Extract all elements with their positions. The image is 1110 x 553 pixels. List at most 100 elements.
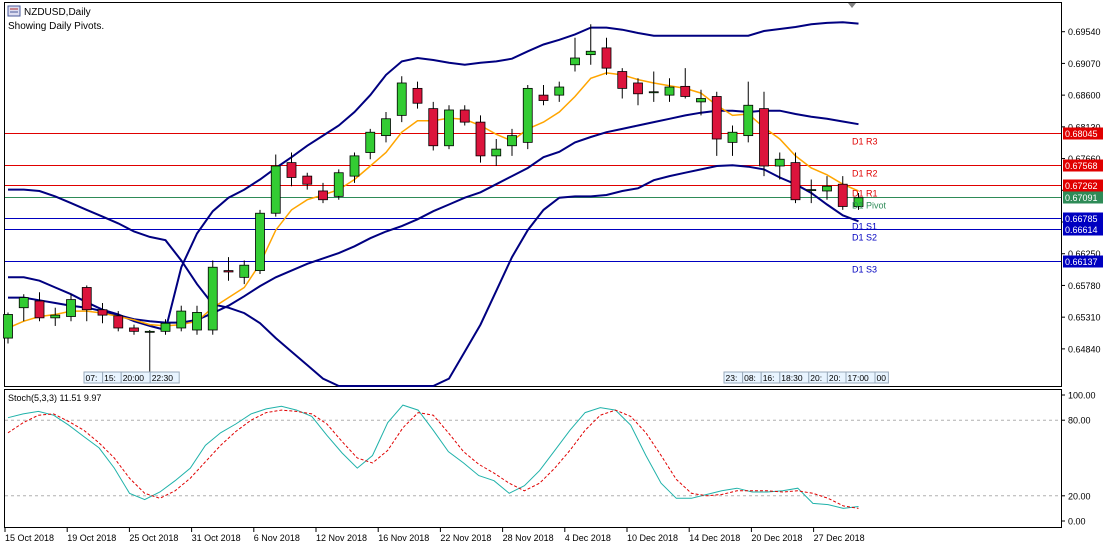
symbol-header: NZDUSD,Daily Showing Daily Pivots. xyxy=(7,5,104,32)
candle-body[interactable] xyxy=(349,155,360,177)
time-axis-label: 6 Nov 2018 xyxy=(254,533,300,543)
candle-body[interactable] xyxy=(18,297,29,309)
price-axis-label: 0.66250 xyxy=(1068,249,1101,259)
candle-body[interactable] xyxy=(774,158,785,167)
stoch-axis-label: 80.00 xyxy=(1068,416,1091,426)
candle-body[interactable] xyxy=(601,47,612,69)
time-axis-label: 19 Oct 2018 xyxy=(67,533,116,543)
session-label: 15: xyxy=(104,373,116,383)
candle-body[interactable] xyxy=(507,135,517,147)
candle-body[interactable] xyxy=(412,87,423,104)
candle-body[interactable] xyxy=(648,91,659,94)
pivot-price-tag xyxy=(1063,223,1103,236)
symbol-icon xyxy=(7,5,21,17)
session-label: 22:30 xyxy=(152,373,174,383)
candle-body[interactable] xyxy=(3,314,13,339)
session-label: 08: xyxy=(744,373,756,383)
pivot-line-label: D1 S3 xyxy=(852,265,877,275)
candle-body[interactable] xyxy=(381,118,391,137)
candle-body[interactable] xyxy=(192,312,202,331)
session-label: 23: xyxy=(726,373,738,383)
candle-body[interactable] xyxy=(444,109,454,147)
candle-body[interactable] xyxy=(491,148,502,157)
pivot-price-tag xyxy=(1063,159,1103,172)
stoch-axis-label: 20.00 xyxy=(1068,491,1091,501)
candle-body[interactable] xyxy=(223,270,234,273)
time-axis-label: 28 Nov 2018 xyxy=(503,533,554,543)
candle-body[interactable] xyxy=(759,108,769,167)
price-axis-label: 0.67660 xyxy=(1068,154,1101,164)
candle-body[interactable] xyxy=(680,85,691,97)
stoch-main-line xyxy=(7,404,859,509)
candle-body[interactable] xyxy=(50,314,61,319)
price-axis-label: 0.68600 xyxy=(1068,91,1101,101)
candle-body[interactable] xyxy=(837,183,848,207)
candle-body[interactable] xyxy=(318,190,328,201)
candle-body[interactable] xyxy=(743,104,754,137)
time-axis-label: 16 Nov 2018 xyxy=(378,533,429,543)
candle-body[interactable] xyxy=(570,57,580,66)
pivot-price-tag-value: 0.67568 xyxy=(1065,161,1098,171)
candle-body[interactable] xyxy=(459,109,470,123)
time-axis-label: 15 Oct 2018 xyxy=(5,533,54,543)
stochastic-label: Stoch(5,3,3) 11.51 9.97 xyxy=(8,393,101,403)
candle-body[interactable] xyxy=(554,86,565,96)
candle-body[interactable] xyxy=(176,310,187,329)
session-label: 20: xyxy=(829,373,841,383)
candle-body[interactable] xyxy=(365,131,376,153)
candle-body[interactable] xyxy=(97,309,108,316)
stochastic-pane[interactable] xyxy=(4,389,1062,528)
candle-body[interactable] xyxy=(113,315,124,329)
candle-body[interactable] xyxy=(633,82,643,95)
candle-body[interactable] xyxy=(160,322,171,332)
session-labels-right: 23: 08: 16: 18:30 20: 20: 17:00 00 xyxy=(723,371,889,384)
pivot-price-tag xyxy=(1063,255,1103,268)
candle-body[interactable] xyxy=(144,330,155,333)
pivot-price-tag xyxy=(1063,191,1103,204)
candle-body[interactable] xyxy=(853,197,864,207)
candle-body[interactable] xyxy=(396,82,407,116)
pivot-price-tag xyxy=(1063,212,1103,225)
price-axis-label: 0.65310 xyxy=(1068,313,1101,323)
time-axis-label: 25 Oct 2018 xyxy=(129,533,178,543)
pivots-subtitle: Showing Daily Pivots. xyxy=(8,21,104,32)
stoch-axis-label: 100.00 xyxy=(1068,391,1096,401)
pivot-line-label: D1 S1 xyxy=(852,222,877,232)
bollinger-lower-line xyxy=(8,164,859,387)
candle-body[interactable] xyxy=(270,165,281,214)
time-axis-label: 4 Dec 2018 xyxy=(565,533,611,543)
candle-body[interactable] xyxy=(239,264,250,278)
candle-body[interactable] xyxy=(129,327,139,332)
candle-body[interactable] xyxy=(790,162,801,201)
candle-body[interactable] xyxy=(475,121,486,157)
session-label: 20:00 xyxy=(123,373,145,383)
candle-body[interactable] xyxy=(538,94,549,101)
pivot-line-label: D1 S2 xyxy=(852,233,877,243)
candle-body[interactable] xyxy=(822,185,832,192)
candle-body[interactable] xyxy=(81,287,92,311)
session-label: 18:30 xyxy=(781,373,803,383)
chart-shift-marker[interactable] xyxy=(848,3,856,8)
candle-body[interactable] xyxy=(302,175,313,185)
candle-body[interactable] xyxy=(66,299,76,317)
pivot-price-tag-value: 0.67262 xyxy=(1065,181,1098,191)
candle-body[interactable] xyxy=(428,108,439,147)
pivot-line-label: D1 R2 xyxy=(852,169,878,179)
candle-body[interactable] xyxy=(255,212,265,271)
candle-body[interactable] xyxy=(333,172,344,197)
candle-body[interactable] xyxy=(522,87,533,143)
candle-body[interactable] xyxy=(585,50,596,56)
session-labels-left: 07: 15: 20:00 22:30 xyxy=(83,371,180,384)
candle-body[interactable] xyxy=(286,162,297,178)
candle-body[interactable] xyxy=(727,131,738,143)
candle-body[interactable] xyxy=(664,86,675,96)
candle-body[interactable] xyxy=(207,266,218,331)
candle-body[interactable] xyxy=(711,96,722,140)
candle-body[interactable] xyxy=(806,189,817,192)
candle-body[interactable] xyxy=(696,98,706,103)
candle-body[interactable] xyxy=(34,300,45,319)
stoch-axis-label: 0.00 xyxy=(1068,517,1086,527)
candle-body[interactable] xyxy=(617,71,628,89)
